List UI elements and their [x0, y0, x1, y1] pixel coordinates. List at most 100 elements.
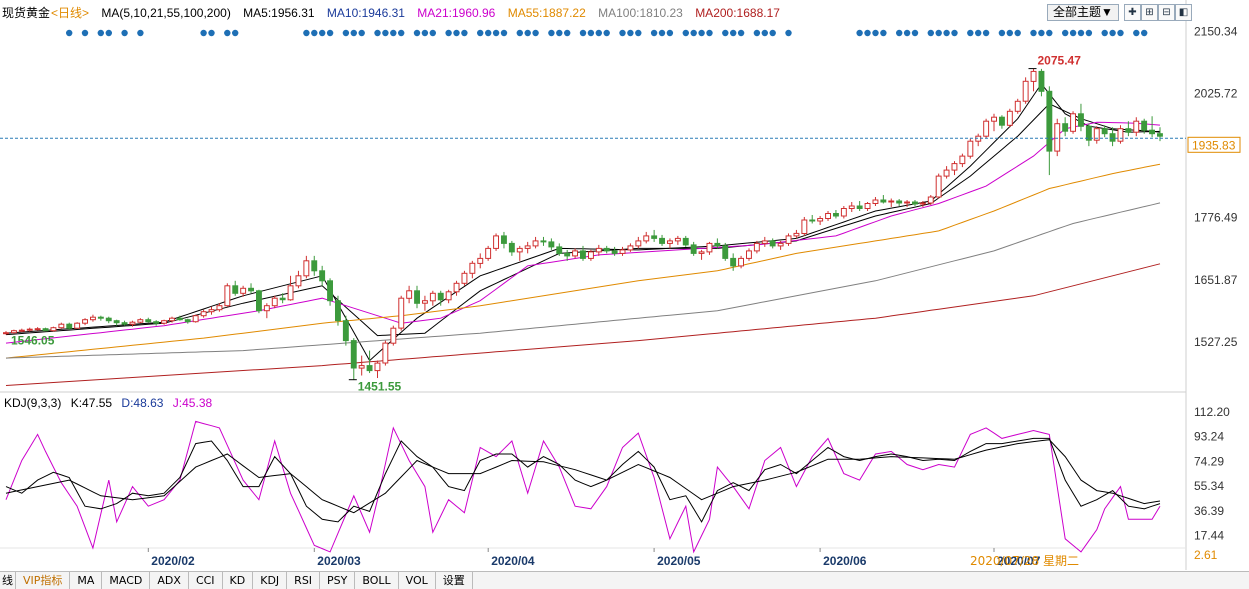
candle-body — [461, 272, 468, 284]
tab-vol[interactable]: VOL — [399, 572, 436, 589]
candle-body — [224, 285, 231, 307]
candle — [746, 248, 752, 261]
candle — [414, 285, 421, 309]
event-dot — [326, 29, 334, 37]
event-dot — [358, 29, 365, 37]
candle-body — [603, 247, 610, 252]
candle-body — [1117, 128, 1124, 142]
tab-boll[interactable]: BOLL — [355, 572, 399, 589]
symbol-label: 现货黄金 — [2, 6, 51, 20]
candle — [840, 206, 847, 219]
theme-dropdown-button[interactable]: 全部主题▼ — [1047, 4, 1119, 21]
candle — [975, 133, 982, 147]
candle — [817, 215, 824, 225]
candle-body — [840, 208, 847, 217]
candle-body — [1093, 128, 1100, 141]
candle — [34, 327, 41, 331]
tab-adx[interactable]: ADX — [150, 572, 189, 589]
tab-ma[interactable]: MA — [70, 572, 103, 589]
candle-body — [429, 292, 436, 302]
candle-body — [935, 175, 942, 198]
candle — [169, 316, 175, 323]
tab-rsi[interactable]: RSI — [287, 572, 321, 589]
expand-icon[interactable]: ◧ — [1175, 4, 1192, 21]
candle — [153, 320, 160, 326]
candle — [50, 326, 57, 332]
time-tick-label: 2020/06 — [823, 554, 867, 568]
period-label[interactable]: <日线> — [51, 6, 90, 20]
candle-body — [169, 317, 175, 322]
candle — [943, 166, 950, 179]
event-dot — [224, 29, 231, 37]
event-dot — [1014, 29, 1021, 37]
event-dot — [737, 29, 745, 37]
tab-cci[interactable]: CCI — [189, 572, 223, 589]
candle-body — [90, 316, 96, 321]
candle-body — [366, 365, 373, 372]
candle-body — [951, 163, 958, 171]
event-dot — [722, 29, 729, 37]
tab-vip[interactable]: VIP指标 — [16, 572, 71, 589]
candle — [485, 245, 492, 261]
candle-body — [848, 205, 855, 209]
event-dot — [911, 29, 919, 37]
candle-body — [477, 257, 484, 264]
tab-psy[interactable]: PSY — [320, 572, 356, 589]
candle — [1085, 123, 1092, 147]
candle — [224, 283, 231, 307]
candle-body — [279, 297, 286, 301]
candle-body — [501, 235, 507, 244]
event-dot — [864, 29, 871, 37]
tab-left-fragment[interactable]: 线 — [0, 572, 16, 589]
candle — [1157, 127, 1163, 142]
candle — [556, 243, 563, 256]
layout-icon[interactable]: ⊟ — [1158, 4, 1175, 21]
candle — [967, 138, 974, 159]
candle-body — [761, 240, 768, 244]
event-dot — [1030, 29, 1037, 37]
candle — [999, 115, 1005, 129]
candle-body — [1141, 120, 1148, 131]
candle — [809, 214, 816, 224]
candle-body — [34, 328, 41, 331]
tab-kd[interactable]: KD — [223, 572, 254, 589]
event-dot — [595, 29, 602, 37]
candle-body — [1046, 90, 1053, 152]
candle — [935, 173, 942, 199]
candle-body — [121, 322, 128, 325]
candle — [137, 318, 144, 324]
candle-body — [896, 200, 903, 204]
event-dot — [1069, 29, 1077, 37]
candle — [350, 338, 357, 381]
candle-body — [192, 315, 199, 323]
candle — [429, 290, 436, 306]
event-dot — [492, 29, 500, 37]
candle — [319, 265, 326, 286]
candle-body — [1101, 128, 1108, 135]
kdj-j-value: J:45.38 — [172, 396, 213, 410]
candle — [738, 255, 744, 269]
candle — [342, 315, 349, 346]
tab-kdj[interactable]: KDJ — [253, 572, 288, 589]
kdj-tick-label: 2.61 — [1194, 548, 1218, 562]
candle-body — [769, 240, 776, 247]
candle — [453, 280, 460, 296]
candle-body — [445, 291, 452, 301]
candle-body — [18, 329, 25, 332]
candle — [1101, 125, 1108, 138]
tab-设置[interactable]: 设置 — [436, 572, 473, 589]
candle-body — [97, 316, 104, 319]
crosshair-icon[interactable]: ✚ — [1124, 4, 1141, 21]
candle — [105, 316, 112, 324]
candle-body — [722, 245, 729, 259]
candle — [793, 229, 800, 239]
candle-body — [611, 250, 618, 254]
grid-icon[interactable]: ⊞ — [1141, 4, 1158, 21]
candle — [801, 216, 808, 236]
candle — [58, 322, 65, 329]
tab-macd[interactable]: MACD — [102, 572, 151, 589]
candle — [588, 249, 594, 261]
ma200-value: MA200:1688.17 — [695, 6, 780, 20]
candle — [682, 235, 689, 247]
